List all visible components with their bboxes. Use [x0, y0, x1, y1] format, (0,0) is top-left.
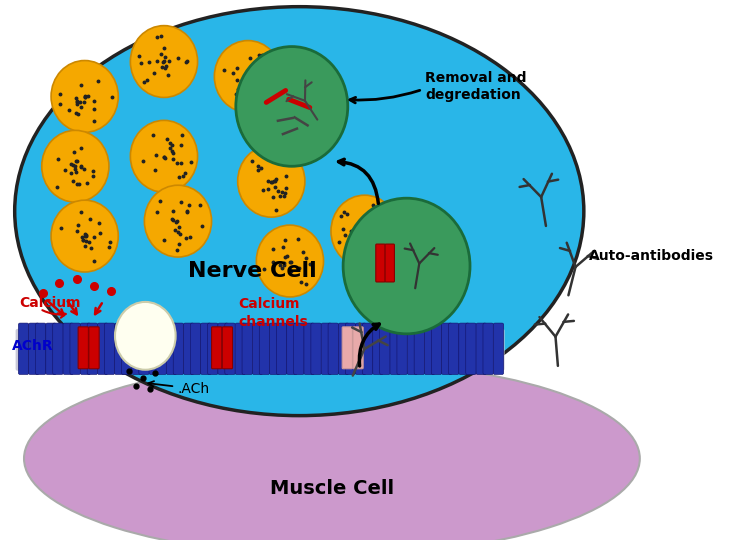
Text: Auto-antibodies: Auto-antibodies	[588, 249, 713, 263]
FancyBboxPatch shape	[80, 323, 91, 374]
Text: Muscle Cell: Muscle Cell	[270, 479, 394, 498]
FancyBboxPatch shape	[122, 323, 132, 374]
FancyBboxPatch shape	[339, 323, 349, 374]
FancyBboxPatch shape	[53, 323, 64, 374]
Circle shape	[51, 200, 118, 272]
FancyBboxPatch shape	[253, 323, 263, 374]
Circle shape	[331, 195, 398, 267]
FancyBboxPatch shape	[424, 323, 435, 374]
Text: .ACh: .ACh	[148, 381, 210, 395]
Circle shape	[215, 41, 282, 113]
FancyBboxPatch shape	[311, 323, 321, 374]
FancyBboxPatch shape	[342, 327, 353, 369]
Ellipse shape	[24, 361, 639, 541]
Text: Calcium: Calcium	[20, 296, 81, 310]
FancyBboxPatch shape	[407, 323, 418, 374]
FancyBboxPatch shape	[321, 323, 331, 374]
FancyBboxPatch shape	[390, 323, 401, 374]
Circle shape	[131, 25, 198, 97]
FancyBboxPatch shape	[97, 323, 108, 374]
FancyBboxPatch shape	[476, 323, 486, 374]
Circle shape	[131, 121, 198, 192]
FancyBboxPatch shape	[139, 323, 149, 374]
FancyBboxPatch shape	[89, 327, 99, 369]
FancyBboxPatch shape	[225, 323, 235, 374]
FancyBboxPatch shape	[78, 327, 88, 369]
FancyBboxPatch shape	[304, 323, 315, 374]
FancyBboxPatch shape	[376, 244, 385, 282]
FancyBboxPatch shape	[191, 323, 201, 374]
FancyBboxPatch shape	[385, 244, 394, 282]
FancyBboxPatch shape	[269, 323, 280, 374]
FancyBboxPatch shape	[431, 323, 442, 374]
FancyBboxPatch shape	[87, 323, 98, 374]
FancyBboxPatch shape	[212, 327, 222, 369]
FancyBboxPatch shape	[493, 323, 504, 374]
FancyBboxPatch shape	[293, 323, 304, 374]
FancyBboxPatch shape	[459, 323, 469, 374]
Text: AChR: AChR	[12, 339, 53, 353]
FancyBboxPatch shape	[277, 323, 287, 374]
FancyBboxPatch shape	[156, 323, 166, 374]
FancyBboxPatch shape	[149, 323, 160, 374]
FancyBboxPatch shape	[414, 323, 425, 374]
FancyBboxPatch shape	[259, 323, 269, 374]
Circle shape	[42, 130, 109, 202]
FancyBboxPatch shape	[132, 323, 142, 374]
Text: Nerve Cell: Nerve Cell	[188, 261, 317, 281]
FancyBboxPatch shape	[15, 329, 504, 371]
Ellipse shape	[15, 6, 584, 415]
FancyBboxPatch shape	[356, 323, 366, 374]
FancyBboxPatch shape	[46, 323, 56, 374]
FancyBboxPatch shape	[207, 323, 218, 374]
Circle shape	[236, 47, 347, 166]
Circle shape	[343, 198, 470, 334]
FancyBboxPatch shape	[218, 323, 228, 374]
FancyBboxPatch shape	[166, 323, 177, 374]
FancyBboxPatch shape	[223, 327, 233, 369]
FancyBboxPatch shape	[397, 323, 407, 374]
FancyBboxPatch shape	[242, 323, 253, 374]
FancyBboxPatch shape	[70, 323, 80, 374]
FancyBboxPatch shape	[380, 323, 390, 374]
FancyBboxPatch shape	[104, 323, 115, 374]
FancyBboxPatch shape	[235, 323, 245, 374]
Ellipse shape	[115, 302, 176, 370]
FancyBboxPatch shape	[466, 323, 476, 374]
FancyBboxPatch shape	[442, 323, 452, 374]
FancyBboxPatch shape	[115, 323, 125, 374]
Circle shape	[256, 225, 323, 297]
FancyBboxPatch shape	[328, 323, 339, 374]
FancyBboxPatch shape	[353, 327, 364, 369]
FancyBboxPatch shape	[448, 323, 459, 374]
FancyBboxPatch shape	[18, 323, 28, 374]
FancyBboxPatch shape	[201, 323, 211, 374]
FancyBboxPatch shape	[345, 323, 356, 374]
Text: Calcium
channels: Calcium channels	[239, 297, 308, 328]
Text: Removal and
degredation: Removal and degredation	[425, 71, 527, 102]
Circle shape	[145, 185, 212, 257]
Circle shape	[51, 61, 118, 133]
FancyBboxPatch shape	[183, 323, 194, 374]
FancyBboxPatch shape	[173, 323, 184, 374]
FancyBboxPatch shape	[483, 323, 493, 374]
FancyBboxPatch shape	[28, 323, 39, 374]
FancyBboxPatch shape	[63, 323, 74, 374]
Circle shape	[238, 146, 305, 217]
FancyBboxPatch shape	[287, 323, 297, 374]
FancyBboxPatch shape	[373, 323, 383, 374]
FancyBboxPatch shape	[363, 323, 373, 374]
FancyBboxPatch shape	[36, 323, 46, 374]
